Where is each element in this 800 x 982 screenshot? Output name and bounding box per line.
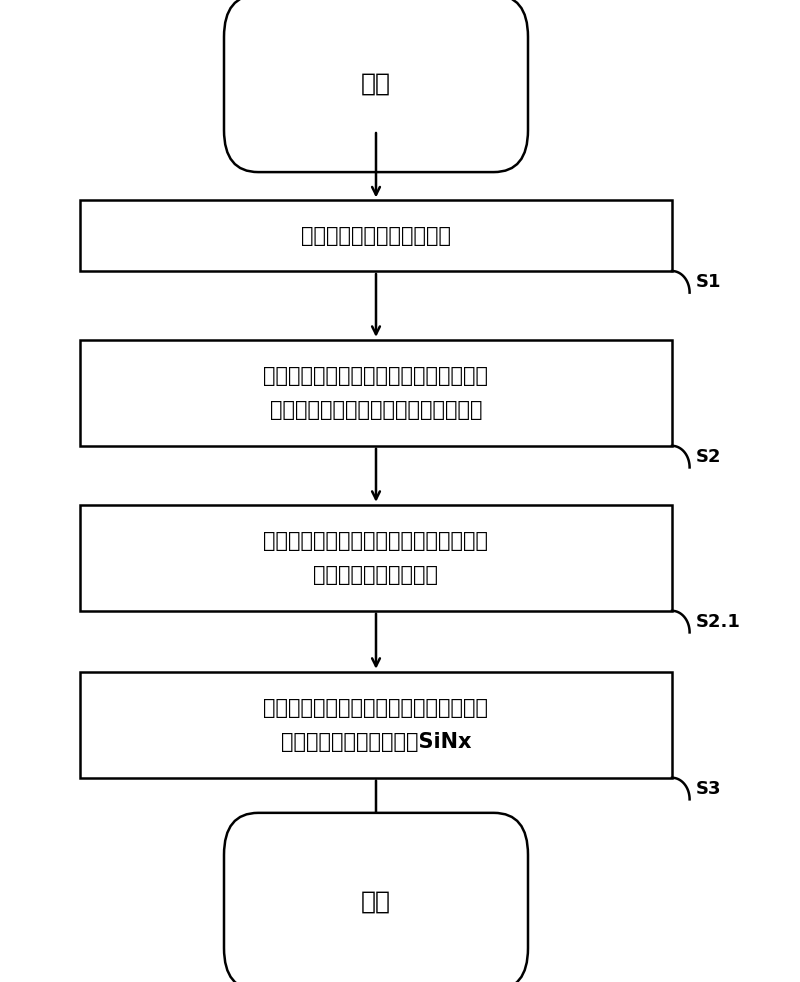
- FancyBboxPatch shape: [80, 672, 672, 778]
- Text: S2: S2: [696, 448, 722, 465]
- Text: S2.1: S2.1: [696, 613, 741, 630]
- Text: S1: S1: [696, 273, 722, 291]
- FancyBboxPatch shape: [224, 0, 528, 172]
- Text: 开始: 开始: [361, 72, 391, 95]
- Text: 在基板上沉积第一金属膜层: 在基板上沉积第一金属膜层: [301, 226, 451, 246]
- FancyBboxPatch shape: [80, 200, 672, 271]
- Text: 在基板上成形所述挡光金属的同时，成形: 在基板上成形所述挡光金属的同时，成形: [263, 531, 489, 551]
- FancyBboxPatch shape: [80, 340, 672, 446]
- FancyBboxPatch shape: [224, 813, 528, 982]
- Text: 在包含有所述挡光金属的基板上沉积第一: 在包含有所述挡光金属的基板上沉积第一: [263, 698, 489, 718]
- Text: 绝缘层，该第一绝缘层为SiNx: 绝缘层，该第一绝缘层为SiNx: [281, 732, 471, 751]
- Text: 程，并经过刻蚀及去胶，得到挡光金属: 程，并经过刻蚀及去胶，得到挡光金属: [270, 400, 482, 419]
- Text: S3: S3: [696, 780, 722, 797]
- FancyBboxPatch shape: [80, 505, 672, 611]
- Text: 对所述第一金属膜层进行涂胶曝光显影制: 对所述第一金属膜层进行涂胶曝光显影制: [263, 366, 489, 386]
- Text: 结束: 结束: [361, 890, 391, 913]
- Text: 第一存储电容的下电极: 第一存储电容的下电极: [314, 565, 438, 584]
